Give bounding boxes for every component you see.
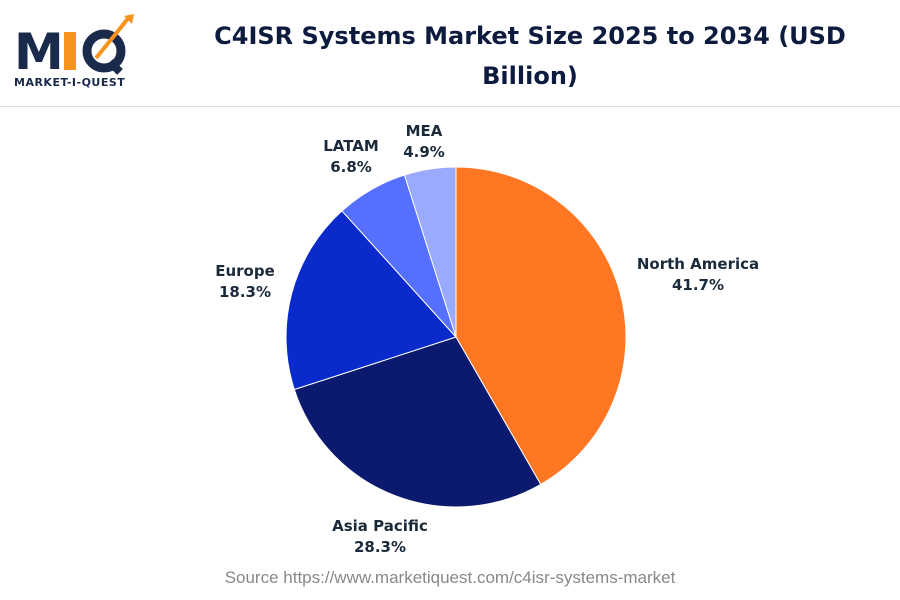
slice-label-mea: MEA 4.9% [403,122,445,161]
slice-label-europe: Europe 18.3% [215,262,275,301]
pie-slice-europe [285,210,457,391]
category-label: North America [637,255,759,273]
category-label: Europe [215,262,275,280]
pie-slice-mea [403,166,457,338]
slice-label-north-america: North America 41.7% [637,255,759,294]
pie-slice-asia-pacific [293,336,542,508]
slice-label-asia-pacific: Asia Pacific 28.3% [332,517,428,556]
value-label: 41.7% [672,276,724,294]
pie-slice-north-america [455,166,627,486]
source-note: Source https://www.marketiquest.com/c4is… [224,568,676,587]
value-label: 6.8% [330,158,372,176]
category-label: MEA [406,122,443,140]
category-label: Asia Pacific [332,517,428,535]
value-label: 18.3% [219,283,271,301]
logo-subtitle: MARKET-I-QUEST [14,76,126,89]
category-label: LATAM [323,137,379,155]
divider [0,106,900,107]
logo: M MARKET-I-QUEST [14,14,144,94]
slice-label-latam: LATAM 6.8% [323,137,379,176]
value-label: 28.3% [354,538,406,556]
svg-text:M: M [14,23,64,76]
logo-mark: M [14,14,134,81]
chart-title: C4ISR Systems Market Size 2025 to 2034 (… [214,22,846,90]
value-label: 4.9% [403,143,445,161]
